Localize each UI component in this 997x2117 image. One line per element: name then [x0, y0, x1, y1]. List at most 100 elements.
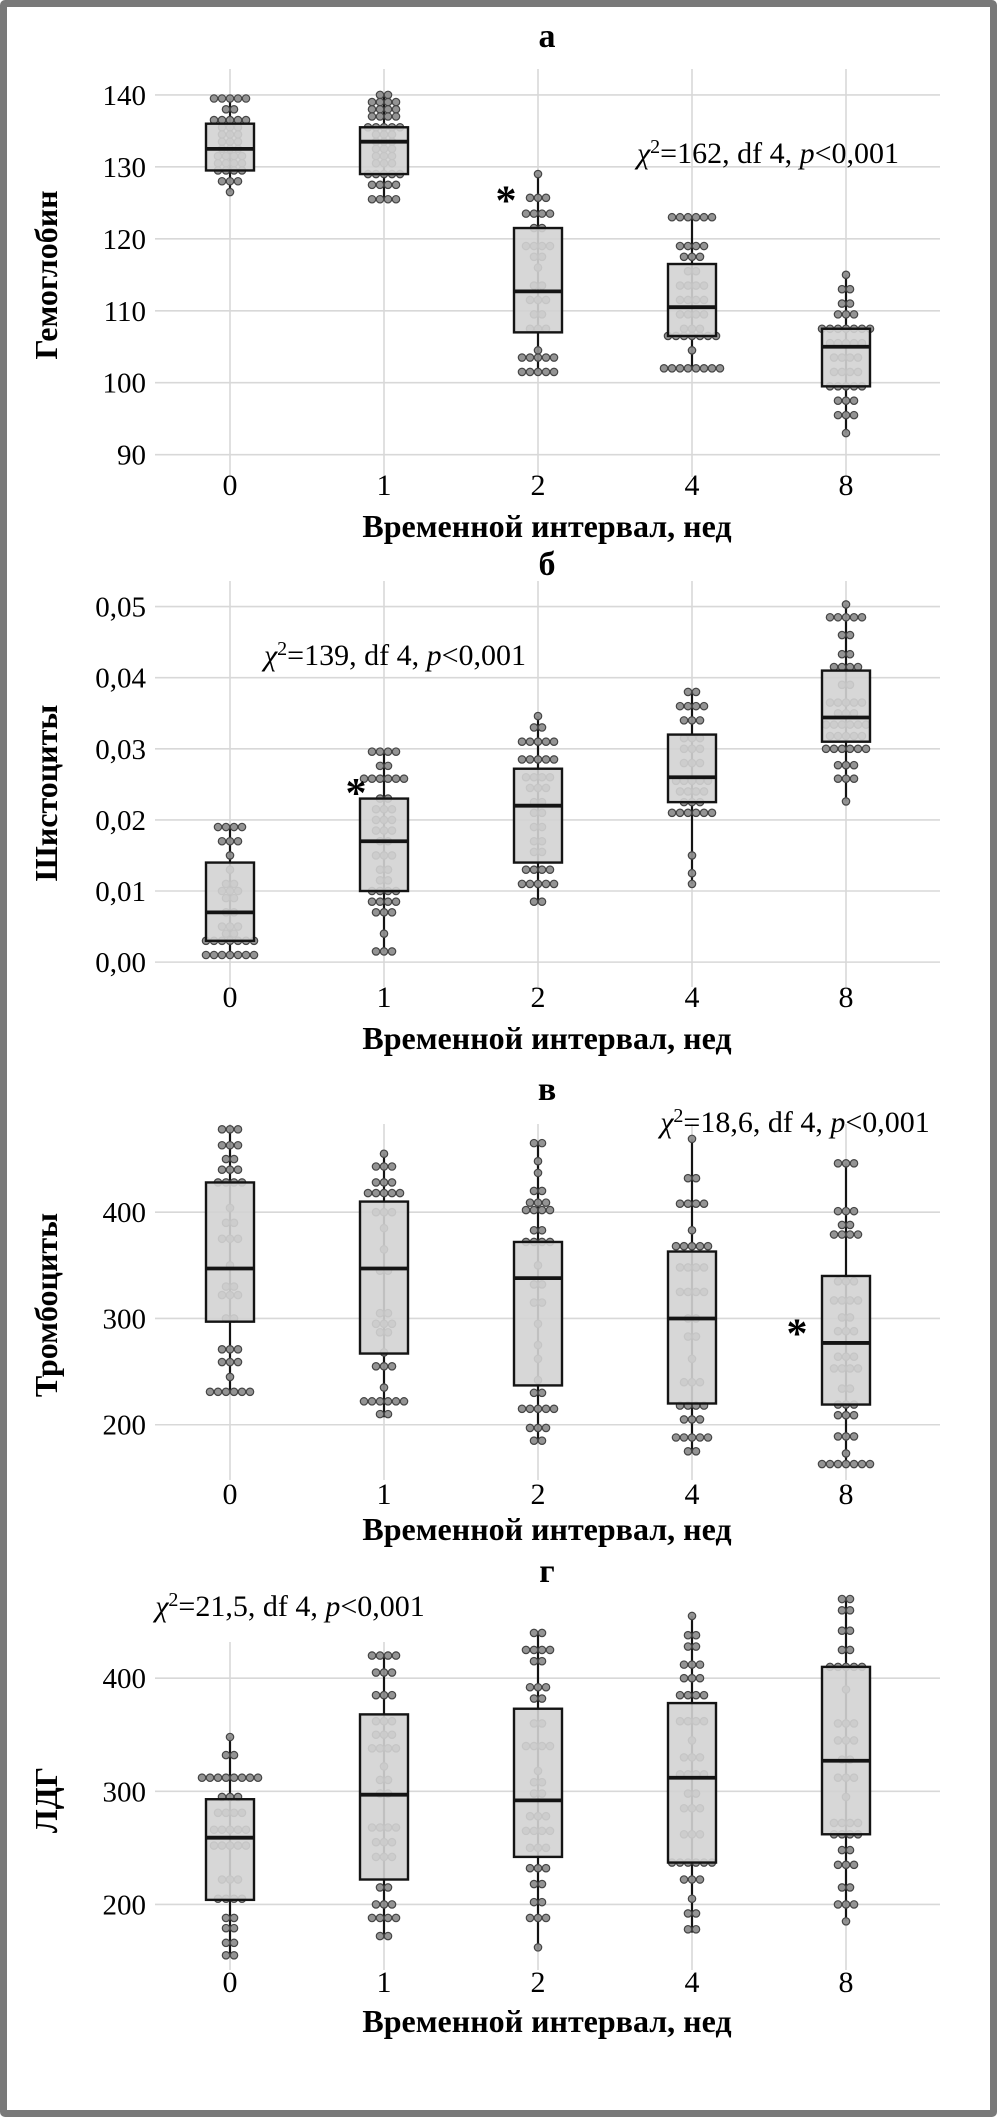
x-tick-label: 8 [839, 469, 854, 502]
data-point [837, 1594, 847, 1604]
data-point [687, 1875, 697, 1884]
data-point [687, 1225, 697, 1235]
data-point [229, 1773, 239, 1783]
data-point [837, 649, 847, 659]
data-point [371, 1188, 381, 1198]
data-point [541, 1913, 551, 1923]
data-point [525, 755, 535, 764]
panel-title: в [538, 1080, 556, 1108]
data-point [691, 1924, 701, 1934]
y-tick-label: 200 [103, 1410, 147, 1442]
data-point [529, 1436, 539, 1445]
data-point [821, 744, 831, 754]
x-tick-label: 0 [223, 469, 238, 502]
data-point [845, 630, 855, 640]
data-point [391, 1397, 401, 1406]
data-point [529, 897, 539, 906]
box [204, 861, 256, 942]
data-point [399, 774, 409, 783]
data-point [383, 1883, 393, 1892]
data-point [379, 1668, 389, 1677]
data-point [229, 1950, 239, 1960]
x-tick-label: 4 [685, 981, 700, 1014]
box-group-week-2 [512, 1628, 564, 1952]
data-point [375, 1931, 385, 1941]
data-point [833, 612, 843, 622]
x-axis-label: Временной интервал, нед [362, 1511, 731, 1547]
data-point [391, 180, 401, 190]
data-point [541, 1863, 551, 1873]
data-point [687, 716, 697, 725]
data-point [521, 1645, 531, 1655]
data-point [671, 1433, 681, 1442]
data-point [367, 747, 377, 756]
data-point [525, 1423, 535, 1433]
box [512, 226, 564, 334]
data-point [691, 1199, 701, 1209]
data-point [379, 929, 389, 938]
data-point [837, 744, 847, 754]
data-point [533, 737, 543, 746]
box-group-week-1 [358, 1149, 410, 1419]
data-point [691, 1642, 701, 1651]
data-point [679, 716, 689, 725]
data-point [367, 104, 377, 114]
data-point [833, 760, 843, 770]
data-point [221, 1154, 231, 1164]
data-point [537, 723, 547, 732]
data-point [383, 180, 393, 190]
data-point [841, 1206, 851, 1216]
data-point [679, 1415, 689, 1424]
data-point [541, 193, 551, 203]
data-point [529, 723, 539, 732]
x-axis-label: Временной интервал, нед [362, 508, 731, 544]
data-point [383, 97, 393, 107]
data-point [841, 760, 851, 770]
data-point [699, 212, 709, 222]
data-point [679, 252, 689, 262]
data-point [683, 701, 693, 711]
data-point [391, 104, 401, 114]
data-point [687, 346, 697, 355]
data-point [387, 1361, 397, 1371]
data-point [533, 1913, 543, 1923]
data-point [699, 364, 709, 373]
data-point [675, 241, 685, 251]
data-point [699, 808, 709, 818]
x-tick-label: 2 [531, 469, 546, 502]
data-point [687, 1415, 697, 1424]
data-point [849, 1159, 859, 1168]
box [358, 126, 410, 176]
data-point [391, 897, 401, 906]
data-point [675, 808, 685, 818]
box [820, 327, 872, 388]
data-point [371, 1668, 381, 1677]
data-point [841, 774, 851, 783]
data-point [387, 1178, 397, 1187]
data-point [529, 209, 539, 218]
panel-ldh-chart: 200 300 400 χ2=21,5, df 4, p<0,001 г ЛДГ 0 1 2 4 8… [28, 1553, 940, 2039]
data-point [529, 1186, 539, 1196]
box-group-week-0 [201, 822, 259, 960]
data-point [225, 176, 235, 186]
data-point [217, 176, 227, 186]
data-point [363, 1188, 373, 1198]
data-point [707, 808, 717, 818]
data-point [205, 1387, 215, 1397]
box-group-week-0 [204, 1125, 256, 1397]
panel-platelets-chart: 200 300 400 * χ2=18,6, df 4, p<0,001 в Тромбоц… [28, 1080, 940, 1547]
box-group-week-1 [358, 747, 410, 956]
data-point [849, 760, 859, 770]
data-point [533, 1156, 543, 1166]
data-point [683, 1924, 693, 1934]
data-point [229, 1387, 239, 1397]
data-point [841, 410, 851, 420]
data-point [233, 950, 243, 960]
data-point [849, 1206, 859, 1216]
data-point [695, 1673, 705, 1683]
data-point [695, 1241, 705, 1251]
data-point [549, 353, 559, 362]
panel-schistocytes-chart: 0,00 0,01 0,02 0,03 0,04 0,05 * χ2=139, df 4, p… [28, 546, 940, 1056]
data-point [841, 1900, 851, 1909]
data-point [525, 1404, 535, 1414]
